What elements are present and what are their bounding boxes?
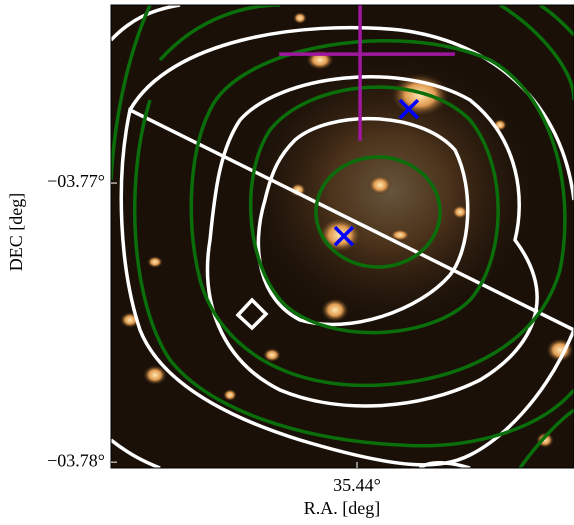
y-tick-label: −03.78°: [47, 450, 105, 470]
figure: R.A. [deg] DEC [deg] 35.44° −03.78° −03.77…: [0, 0, 574, 525]
x-axis-label: R.A. [deg]: [304, 498, 380, 518]
y-tick-label: −03.77°: [47, 171, 105, 191]
y-axis-label: DEC [deg]: [6, 193, 26, 271]
x-tick-label: 35.44°: [333, 475, 381, 495]
